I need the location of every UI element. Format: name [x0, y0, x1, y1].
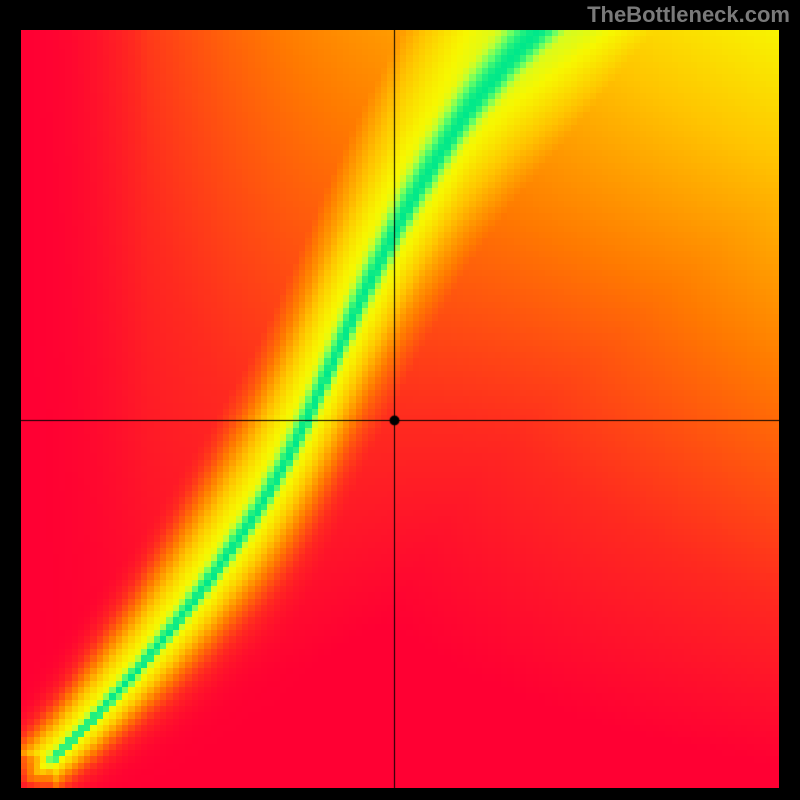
crosshair-overlay	[21, 30, 779, 788]
watermark-label: TheBottleneck.com	[587, 2, 790, 28]
